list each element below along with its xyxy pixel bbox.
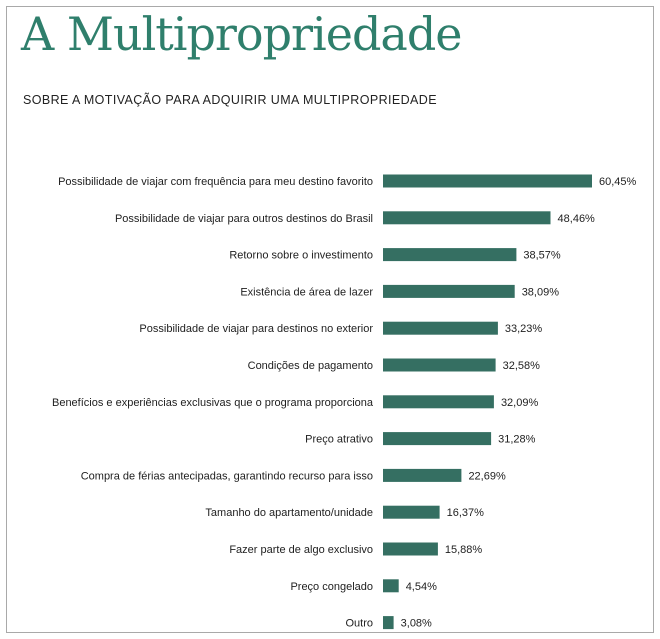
bar — [383, 468, 462, 482]
category-label: Benefícios e experiências exclusivas que… — [52, 397, 374, 409]
value-label: 60,45% — [599, 176, 637, 188]
bar — [383, 174, 592, 188]
category-label: Retorno sobre o investimento — [229, 250, 373, 262]
category-label: Tamanho do apartamento/unidade — [205, 507, 373, 519]
value-label: 38,57% — [523, 250, 561, 262]
category-label: Preço atrativo — [305, 434, 373, 446]
page-title: A Multipropriedade — [21, 7, 463, 61]
bar — [383, 616, 394, 630]
bar — [383, 248, 517, 262]
category-label: Existência de área de lazer — [240, 286, 373, 298]
bar — [383, 395, 494, 409]
bar — [383, 542, 438, 556]
value-label: 33,23% — [505, 323, 543, 335]
value-label: 38,09% — [522, 286, 560, 298]
bar-chart: Possibilidade de viajar com frequência p… — [52, 174, 637, 630]
category-label: Preço congelado — [290, 581, 373, 593]
chart-card: A Multipropriedade SOBRE A MOTIVAÇÃO PAR… — [6, 6, 654, 633]
category-label: Possibilidade de viajar para outros dest… — [115, 213, 373, 225]
value-label: 22,69% — [468, 470, 506, 482]
category-label: Possibilidade de viajar com frequência p… — [58, 176, 373, 188]
bar — [383, 321, 498, 335]
category-label: Compra de férias antecipadas, garantindo… — [81, 470, 373, 482]
value-label: 3,08% — [401, 618, 432, 630]
value-label: 32,09% — [501, 397, 539, 409]
category-label: Fazer parte de algo exclusivo — [229, 544, 373, 556]
value-label: 32,58% — [503, 360, 541, 372]
value-label: 48,46% — [558, 213, 596, 225]
chart-subtitle: SOBRE A MOTIVAÇÃO PARA ADQUIRIR UMA MULT… — [23, 93, 437, 107]
bar — [383, 211, 551, 225]
category-label: Possibilidade de viajar para destinos no… — [139, 323, 373, 335]
category-label: Outro — [345, 618, 373, 630]
bar — [383, 284, 515, 298]
value-label: 15,88% — [445, 544, 483, 556]
value-label: 4,54% — [406, 581, 437, 593]
value-label: 16,37% — [447, 507, 485, 519]
value-label: 31,28% — [498, 434, 536, 446]
bar — [383, 505, 440, 519]
category-label: Condições de pagamento — [248, 360, 373, 372]
bar — [383, 358, 496, 372]
bar — [383, 579, 399, 593]
bar — [383, 432, 492, 446]
